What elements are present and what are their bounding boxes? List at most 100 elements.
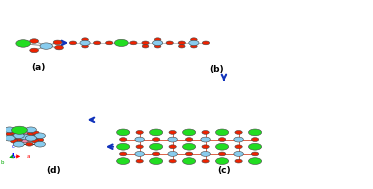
Text: (d): (d) — [46, 166, 61, 175]
Circle shape — [136, 145, 143, 149]
Circle shape — [117, 158, 130, 164]
Circle shape — [6, 136, 13, 140]
Circle shape — [106, 41, 113, 45]
Circle shape — [35, 133, 46, 139]
Circle shape — [235, 131, 242, 134]
Circle shape — [202, 41, 210, 45]
Circle shape — [80, 40, 90, 46]
Circle shape — [142, 41, 149, 45]
Circle shape — [15, 134, 22, 138]
Circle shape — [154, 38, 161, 41]
Circle shape — [40, 43, 53, 49]
Circle shape — [202, 131, 209, 134]
Circle shape — [235, 159, 242, 163]
Circle shape — [17, 132, 23, 136]
Circle shape — [25, 135, 36, 141]
Circle shape — [32, 139, 39, 143]
Circle shape — [10, 131, 18, 135]
Circle shape — [216, 129, 229, 136]
Circle shape — [15, 138, 22, 142]
Circle shape — [179, 45, 185, 48]
Circle shape — [30, 39, 38, 43]
Circle shape — [153, 138, 160, 141]
Circle shape — [16, 40, 31, 47]
Circle shape — [251, 152, 259, 156]
Circle shape — [36, 134, 44, 138]
Circle shape — [117, 129, 130, 136]
Circle shape — [16, 136, 24, 140]
Circle shape — [22, 131, 28, 134]
Circle shape — [185, 152, 193, 156]
Circle shape — [13, 141, 24, 147]
Circle shape — [25, 127, 36, 133]
Circle shape — [150, 143, 163, 150]
Circle shape — [136, 159, 143, 163]
Text: (a): (a) — [32, 63, 46, 72]
Circle shape — [189, 40, 199, 46]
Circle shape — [26, 142, 33, 146]
Circle shape — [6, 128, 13, 132]
Circle shape — [216, 158, 229, 164]
Circle shape — [30, 48, 38, 53]
Circle shape — [248, 143, 262, 150]
Circle shape — [32, 131, 39, 135]
Circle shape — [202, 145, 209, 149]
Circle shape — [153, 40, 163, 46]
Circle shape — [178, 41, 185, 45]
Text: c: c — [12, 143, 15, 149]
Circle shape — [248, 158, 262, 164]
Circle shape — [4, 127, 15, 133]
Circle shape — [26, 134, 33, 138]
Circle shape — [35, 141, 46, 147]
Circle shape — [216, 143, 229, 150]
Circle shape — [135, 137, 144, 142]
Circle shape — [168, 137, 178, 142]
Text: a: a — [27, 154, 30, 159]
Circle shape — [130, 41, 137, 45]
Circle shape — [169, 145, 176, 149]
Circle shape — [169, 159, 176, 163]
Circle shape — [13, 133, 24, 139]
Circle shape — [26, 138, 33, 142]
Circle shape — [36, 138, 44, 142]
Circle shape — [15, 142, 22, 146]
Circle shape — [4, 135, 15, 141]
Circle shape — [27, 128, 35, 132]
Circle shape — [201, 152, 210, 156]
Text: (b): (b) — [209, 65, 224, 74]
Circle shape — [12, 126, 27, 134]
Circle shape — [169, 131, 176, 134]
Circle shape — [150, 129, 163, 136]
Circle shape — [119, 138, 127, 141]
Circle shape — [53, 40, 62, 45]
Circle shape — [19, 134, 30, 140]
Circle shape — [191, 45, 197, 48]
Circle shape — [36, 142, 44, 146]
Circle shape — [182, 129, 196, 136]
Circle shape — [201, 137, 210, 142]
Circle shape — [22, 139, 28, 143]
Circle shape — [202, 159, 209, 163]
Circle shape — [185, 138, 193, 141]
Circle shape — [119, 152, 127, 156]
Circle shape — [16, 128, 24, 132]
Circle shape — [55, 45, 63, 50]
Circle shape — [154, 45, 161, 48]
Circle shape — [117, 143, 130, 150]
Circle shape — [94, 41, 101, 45]
Circle shape — [219, 138, 226, 141]
Circle shape — [11, 135, 18, 139]
Circle shape — [135, 152, 144, 156]
Circle shape — [82, 45, 88, 48]
Circle shape — [251, 138, 259, 141]
Circle shape — [182, 158, 196, 164]
Circle shape — [234, 152, 243, 156]
Circle shape — [235, 145, 242, 149]
Text: (c): (c) — [217, 166, 231, 175]
Circle shape — [82, 38, 88, 41]
Text: b: b — [0, 160, 4, 165]
Circle shape — [32, 135, 39, 139]
Circle shape — [182, 143, 196, 150]
Circle shape — [136, 131, 143, 134]
Circle shape — [142, 45, 149, 48]
